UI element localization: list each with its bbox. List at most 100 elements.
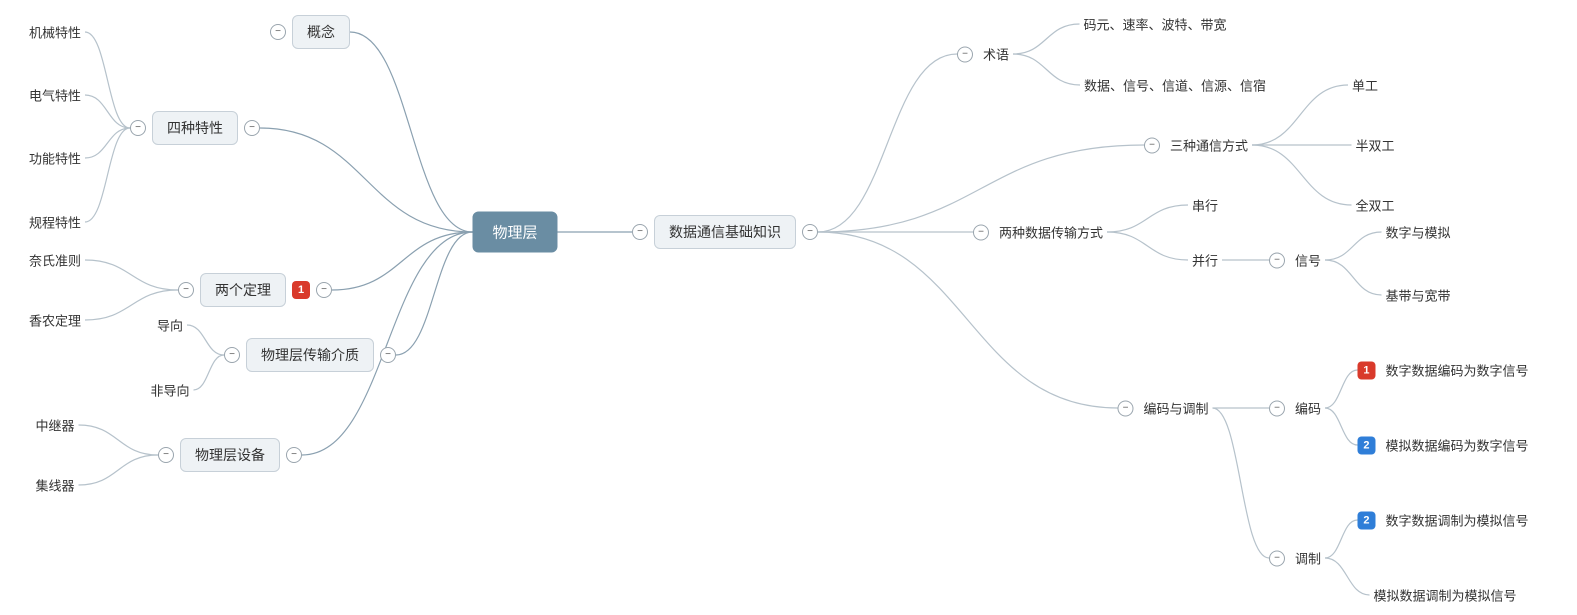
node-med_1: 导向 bbox=[153, 314, 187, 337]
edge bbox=[818, 145, 1144, 232]
node-sig_2: 基带与宽带 bbox=[1381, 284, 1454, 307]
collapse-icon[interactable]: − bbox=[244, 120, 260, 136]
node-label: 功能特性 bbox=[25, 147, 85, 170]
node-label: 物理层设备 bbox=[180, 438, 280, 472]
edge bbox=[396, 232, 473, 355]
node-label: 概念 bbox=[292, 15, 350, 49]
node-theorems[interactable]: −1两个定理− bbox=[178, 273, 332, 307]
node-label: 物理层传输介质 bbox=[246, 338, 374, 372]
edge bbox=[1013, 24, 1080, 54]
node-label: 导向 bbox=[153, 314, 187, 337]
priority-badge: 1 bbox=[292, 281, 310, 299]
node-th_1: 奈氏准则 bbox=[25, 249, 85, 272]
collapse-icon[interactable]: − bbox=[380, 347, 396, 363]
node-label: 机械特性 bbox=[25, 21, 85, 44]
edge bbox=[1325, 370, 1358, 408]
node-med_2: 非导向 bbox=[146, 379, 193, 402]
edge bbox=[1325, 408, 1358, 445]
collapse-icon[interactable]: − bbox=[286, 447, 302, 463]
collapse-icon[interactable]: − bbox=[1269, 400, 1285, 416]
collapse-icon[interactable]: − bbox=[224, 347, 240, 363]
node-four_2: 电气特性 bbox=[25, 84, 85, 107]
node-root[interactable]: 物理层 bbox=[472, 212, 557, 253]
node-dcomm[interactable]: −数据通信基础知识− bbox=[632, 215, 818, 249]
node-modes_3: 全双工 bbox=[1351, 194, 1398, 217]
node-label: 数字数据编码为数字信号 bbox=[1381, 359, 1532, 382]
edge bbox=[79, 455, 159, 485]
collapse-icon[interactable]: − bbox=[158, 447, 174, 463]
edge bbox=[1213, 408, 1270, 558]
edge bbox=[187, 325, 224, 355]
edge bbox=[194, 355, 225, 390]
node-label: 信号 bbox=[1291, 249, 1325, 272]
node-sig_1: 数字与模拟 bbox=[1381, 221, 1454, 244]
node-label: 四种特性 bbox=[152, 111, 238, 145]
node-xfer_2: 并行 bbox=[1188, 249, 1222, 272]
node-label: 两种数据传输方式 bbox=[995, 221, 1107, 244]
node-label: 串行 bbox=[1188, 194, 1222, 217]
node-label: 半双工 bbox=[1351, 134, 1398, 157]
mindmap-edges bbox=[0, 0, 1577, 615]
node-label: 基带与宽带 bbox=[1381, 284, 1454, 307]
node-label: 码元、速率、波特、带宽 bbox=[1079, 13, 1230, 36]
node-code: −编码 bbox=[1269, 397, 1325, 420]
node-four[interactable]: −四种特性− bbox=[130, 111, 260, 145]
node-label: 两个定理 bbox=[200, 273, 286, 307]
node-label: 模拟数据调制为模拟信号 bbox=[1369, 584, 1520, 607]
collapse-icon[interactable]: − bbox=[270, 24, 286, 40]
edge bbox=[818, 54, 957, 232]
edge bbox=[350, 32, 473, 232]
edge bbox=[85, 95, 130, 128]
collapse-icon[interactable]: − bbox=[1117, 400, 1133, 416]
node-concept[interactable]: 概念− bbox=[270, 15, 350, 49]
collapse-icon[interactable]: − bbox=[1269, 252, 1285, 268]
edge bbox=[85, 128, 130, 158]
edge bbox=[1325, 260, 1382, 295]
node-label: 调制 bbox=[1291, 547, 1325, 570]
node-label: 单工 bbox=[1348, 74, 1382, 97]
node-mod_1: 2 数字数据调制为模拟信号 bbox=[1357, 509, 1532, 532]
node-label: 电气特性 bbox=[25, 84, 85, 107]
node-label: 模拟数据编码为数字信号 bbox=[1381, 434, 1532, 457]
node-label: 并行 bbox=[1188, 249, 1222, 272]
collapse-icon[interactable]: − bbox=[632, 224, 648, 240]
collapse-icon[interactable]: − bbox=[1144, 137, 1160, 153]
node-terms_2: 数据、信号、信道、信源、信宿 bbox=[1080, 74, 1270, 97]
node-label: 数据通信基础知识 bbox=[654, 215, 796, 249]
node-label: 数字数据调制为模拟信号 bbox=[1381, 509, 1532, 532]
collapse-icon[interactable]: − bbox=[316, 282, 332, 298]
node-terms_1: 码元、速率、波特、带宽 bbox=[1079, 13, 1230, 36]
node-codemod: −编码与调制 bbox=[1117, 397, 1212, 420]
collapse-icon[interactable]: − bbox=[973, 224, 989, 240]
node-label: 术语 bbox=[979, 43, 1013, 66]
node-devices[interactable]: −物理层设备− bbox=[158, 438, 302, 472]
edge bbox=[79, 425, 159, 455]
node-th_2: 香农定理 bbox=[25, 309, 85, 332]
edge bbox=[260, 128, 473, 232]
node-label: 数字与模拟 bbox=[1381, 221, 1454, 244]
node-label: 物理层 bbox=[472, 212, 557, 253]
node-modes_1: 单工 bbox=[1348, 74, 1382, 97]
node-modes_2: 半双工 bbox=[1351, 134, 1398, 157]
collapse-icon[interactable]: − bbox=[802, 224, 818, 240]
collapse-icon[interactable]: − bbox=[957, 46, 973, 62]
node-medium[interactable]: −物理层传输介质− bbox=[224, 338, 396, 372]
priority-badge: 2 bbox=[1357, 511, 1375, 529]
node-label: 香农定理 bbox=[25, 309, 85, 332]
edge bbox=[1013, 54, 1080, 85]
node-label: 编码 bbox=[1291, 397, 1325, 420]
node-xfer_1: 串行 bbox=[1188, 194, 1222, 217]
node-four_4: 规程特性 bbox=[25, 211, 85, 234]
collapse-icon[interactable]: − bbox=[1269, 550, 1285, 566]
edge bbox=[1325, 232, 1382, 260]
node-mod_2: 模拟数据调制为模拟信号 bbox=[1369, 584, 1520, 607]
collapse-icon[interactable]: − bbox=[130, 120, 146, 136]
node-terms: −术语 bbox=[957, 43, 1013, 66]
edge bbox=[85, 260, 178, 290]
node-label: 编码与调制 bbox=[1139, 397, 1212, 420]
edge bbox=[1325, 558, 1370, 595]
collapse-icon[interactable]: − bbox=[178, 282, 194, 298]
node-label: 三种通信方式 bbox=[1166, 134, 1252, 157]
priority-badge: 2 bbox=[1357, 436, 1375, 454]
node-four_1: 机械特性 bbox=[25, 21, 85, 44]
